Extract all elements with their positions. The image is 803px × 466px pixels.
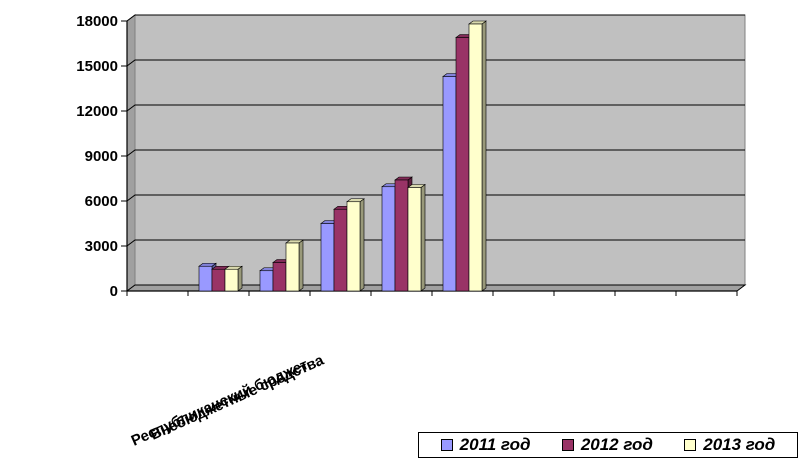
bar-side: [420, 183, 426, 292]
bar: [407, 187, 422, 292]
legend-label-2011: 2011 год: [459, 435, 531, 454]
bar: [198, 265, 213, 292]
bar-side: [481, 20, 487, 292]
y-tick-label: 3000: [85, 238, 118, 255]
y-tick-label: 6000: [85, 193, 118, 210]
bar: [346, 201, 361, 292]
y-tick-label: 18000: [76, 13, 118, 30]
bar: [394, 179, 409, 292]
legend: 2011 год 2012 год 2013 год: [418, 432, 798, 458]
bar: [468, 23, 483, 292]
bar-side: [298, 239, 304, 292]
legend-label-2013: 2013 год: [703, 435, 776, 454]
y-tick-label: 12000: [76, 103, 118, 120]
bar-side: [359, 198, 365, 292]
bar: [320, 223, 335, 292]
bar: [211, 268, 226, 292]
bar: [333, 208, 348, 292]
bar: [442, 76, 457, 292]
bar: [381, 186, 396, 292]
bar: [455, 37, 470, 292]
bar: [259, 270, 274, 292]
y-tick-label: 0: [110, 283, 118, 300]
legend-item-2012: 2012 год: [561, 435, 653, 455]
legend-item-2013: 2013 год: [684, 435, 775, 455]
bars: [198, 20, 487, 292]
legend-swatch-2013: [684, 439, 697, 451]
y-tick-label: 9000: [85, 148, 118, 165]
x-category-label: Внебюджетные средства: [148, 351, 327, 443]
gridline: [126, 194, 745, 202]
gridline: [126, 239, 745, 247]
gridline: [126, 104, 745, 112]
y-tick-label: 15000: [76, 58, 118, 75]
gridline: [126, 59, 745, 67]
bar: [272, 262, 287, 292]
plot-area: [121, 14, 747, 296]
legend-label-2012: 2012 год: [580, 435, 653, 454]
legend-swatch-2012: [561, 439, 574, 451]
bar: [224, 268, 239, 292]
bar: [285, 242, 300, 292]
legend-item-2011: 2011 год: [440, 435, 531, 455]
bar-side: [237, 265, 243, 292]
legend-swatch-2011: [440, 439, 453, 451]
gridline: [126, 149, 745, 157]
gridline: [126, 14, 745, 22]
